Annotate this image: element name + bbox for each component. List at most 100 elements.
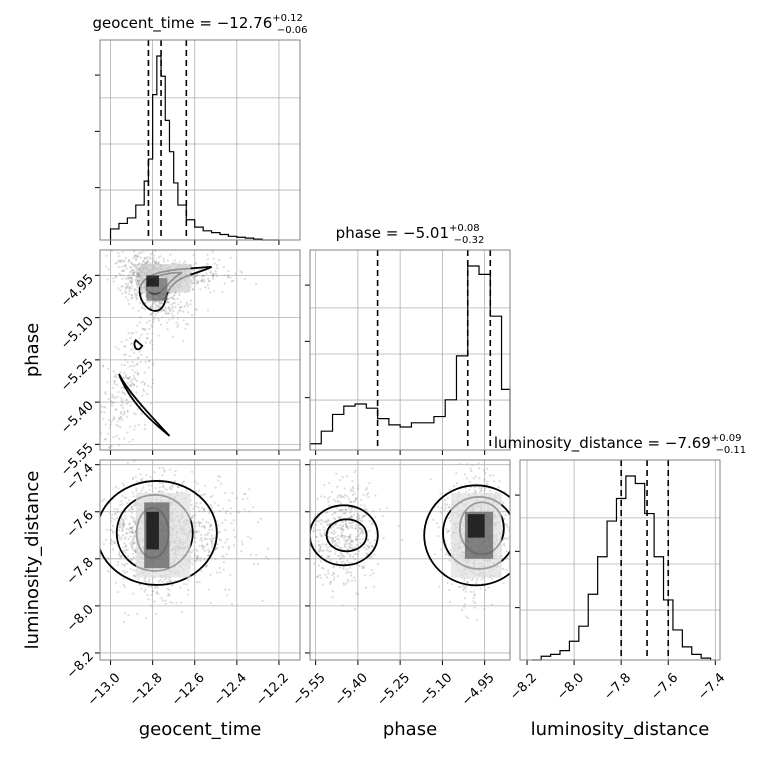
sample-point <box>134 475 137 478</box>
sample-point <box>124 264 127 267</box>
sample-point <box>140 489 143 492</box>
sample-point <box>215 543 219 546</box>
sample-point <box>135 246 137 248</box>
sample-point <box>447 529 451 532</box>
sample-point <box>137 263 140 266</box>
sample-point <box>110 396 114 399</box>
sample-point <box>167 306 170 310</box>
sample-point <box>342 534 345 538</box>
sample-point <box>117 420 120 423</box>
sample-point <box>128 280 131 283</box>
sample-point <box>123 611 126 615</box>
sample-point <box>173 259 176 262</box>
sample-point <box>135 255 138 258</box>
sample-point <box>166 327 169 331</box>
sample-point <box>171 305 174 308</box>
sample-point <box>108 446 111 449</box>
sample-point <box>230 522 233 525</box>
sample-point <box>133 501 136 505</box>
sample-point <box>222 555 225 558</box>
sample-point <box>240 271 244 274</box>
sample-point <box>198 524 201 527</box>
sample-point <box>201 446 203 448</box>
sample-point <box>109 528 112 531</box>
sample-point <box>200 533 203 536</box>
sample-point <box>124 375 128 379</box>
sample-point <box>168 318 171 321</box>
sample-point <box>144 302 147 305</box>
sample-point <box>323 483 326 487</box>
sample-point <box>142 235 144 237</box>
sample-point <box>161 599 164 602</box>
sample-point <box>331 590 334 593</box>
sample-point <box>126 461 129 465</box>
sample-point <box>174 291 177 295</box>
sample-point <box>124 374 127 377</box>
sample-point <box>132 250 136 253</box>
sample-point <box>341 604 344 607</box>
sample-point <box>117 254 121 258</box>
sample-point <box>131 438 135 441</box>
sample-point <box>120 363 123 366</box>
sample-point <box>341 508 345 511</box>
sample-point <box>123 522 126 525</box>
sample-point <box>130 527 133 530</box>
sample-point <box>334 539 337 542</box>
sample-point <box>348 535 351 538</box>
sample-point <box>207 554 210 557</box>
sample-point <box>129 280 133 283</box>
sample-point <box>185 489 188 493</box>
sample-point <box>193 505 196 509</box>
sample-point <box>135 391 138 394</box>
sample-point <box>137 280 140 283</box>
sample-point <box>197 280 200 283</box>
sample-point <box>241 498 244 501</box>
sample-point <box>143 590 146 593</box>
sample-point <box>137 356 140 359</box>
sample-point <box>232 519 235 522</box>
sample-point <box>113 417 116 420</box>
sample-point <box>356 593 360 596</box>
sample-point <box>203 280 206 283</box>
sample-point <box>114 408 118 411</box>
sample-point <box>165 312 168 315</box>
sample-point <box>124 296 127 299</box>
sample-point <box>328 550 331 553</box>
sample-point <box>133 504 137 507</box>
sample-point <box>346 535 349 539</box>
sample-point <box>344 523 347 526</box>
sample-point <box>157 301 160 304</box>
sample-point <box>140 292 143 295</box>
density-cell <box>146 275 159 287</box>
sample-point <box>217 524 220 527</box>
sample-point <box>203 558 206 561</box>
sample-point <box>138 350 142 353</box>
sample-point <box>192 507 195 510</box>
sample-point <box>149 253 153 256</box>
sample-point <box>184 327 187 330</box>
sample-point <box>147 384 150 387</box>
sample-point <box>330 490 334 493</box>
sample-point <box>358 532 362 535</box>
sample-point <box>130 287 133 290</box>
sample-point <box>121 521 125 524</box>
sample-point <box>351 526 354 530</box>
sample-point <box>121 533 125 537</box>
sample-point <box>203 526 206 529</box>
sample-point <box>137 272 141 275</box>
sample-point <box>363 507 366 511</box>
sample-point <box>194 262 198 265</box>
sample-point <box>182 480 185 483</box>
sample-point <box>476 579 479 582</box>
sample-point <box>144 261 148 264</box>
density-cell <box>146 511 159 550</box>
sample-point <box>98 471 100 473</box>
sample-point <box>195 529 199 533</box>
sample-point <box>337 494 340 497</box>
sample-point <box>459 462 462 466</box>
sample-point <box>118 523 121 526</box>
sample-point <box>179 309 182 312</box>
sample-point <box>136 286 139 289</box>
sample-point <box>323 533 326 536</box>
sample-point <box>502 510 505 513</box>
